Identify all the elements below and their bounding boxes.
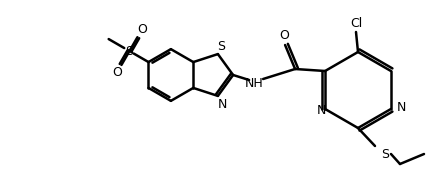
Text: N: N bbox=[218, 98, 228, 111]
Text: S: S bbox=[217, 40, 225, 53]
Text: S: S bbox=[125, 45, 134, 58]
Text: O: O bbox=[137, 23, 147, 36]
Text: N: N bbox=[397, 100, 407, 113]
Text: S: S bbox=[381, 147, 389, 161]
Text: Cl: Cl bbox=[350, 17, 362, 30]
Text: O: O bbox=[279, 28, 289, 41]
Text: NH: NH bbox=[245, 76, 263, 89]
Text: N: N bbox=[316, 103, 326, 116]
Text: O: O bbox=[112, 66, 122, 79]
